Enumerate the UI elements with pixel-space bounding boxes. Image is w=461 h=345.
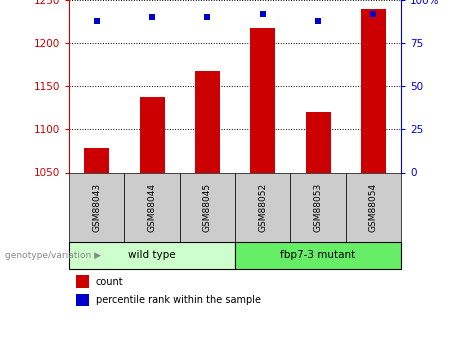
Bar xyxy=(76,275,89,288)
Bar xyxy=(84,148,109,172)
Text: GSM88045: GSM88045 xyxy=(203,183,212,232)
Bar xyxy=(290,172,346,242)
Bar xyxy=(306,112,331,172)
Bar xyxy=(69,241,235,269)
Text: fbp7-3 mutant: fbp7-3 mutant xyxy=(280,250,356,260)
Text: count: count xyxy=(96,277,124,286)
Text: GSM88044: GSM88044 xyxy=(148,183,157,232)
Bar xyxy=(235,172,290,242)
Bar xyxy=(124,172,180,242)
Bar xyxy=(140,97,165,172)
Bar xyxy=(361,9,386,172)
Bar xyxy=(76,294,89,306)
Bar xyxy=(346,172,401,242)
Text: GSM88052: GSM88052 xyxy=(258,183,267,232)
Text: GSM88043: GSM88043 xyxy=(92,183,101,232)
Text: GSM88054: GSM88054 xyxy=(369,183,378,232)
Bar xyxy=(250,28,275,172)
Bar xyxy=(69,172,124,242)
Bar xyxy=(195,71,220,172)
Bar xyxy=(235,241,401,269)
Text: percentile rank within the sample: percentile rank within the sample xyxy=(96,295,261,305)
Text: GSM88053: GSM88053 xyxy=(313,183,323,232)
Text: genotype/variation ▶: genotype/variation ▶ xyxy=(5,251,100,260)
Text: wild type: wild type xyxy=(128,250,176,260)
Bar xyxy=(180,172,235,242)
